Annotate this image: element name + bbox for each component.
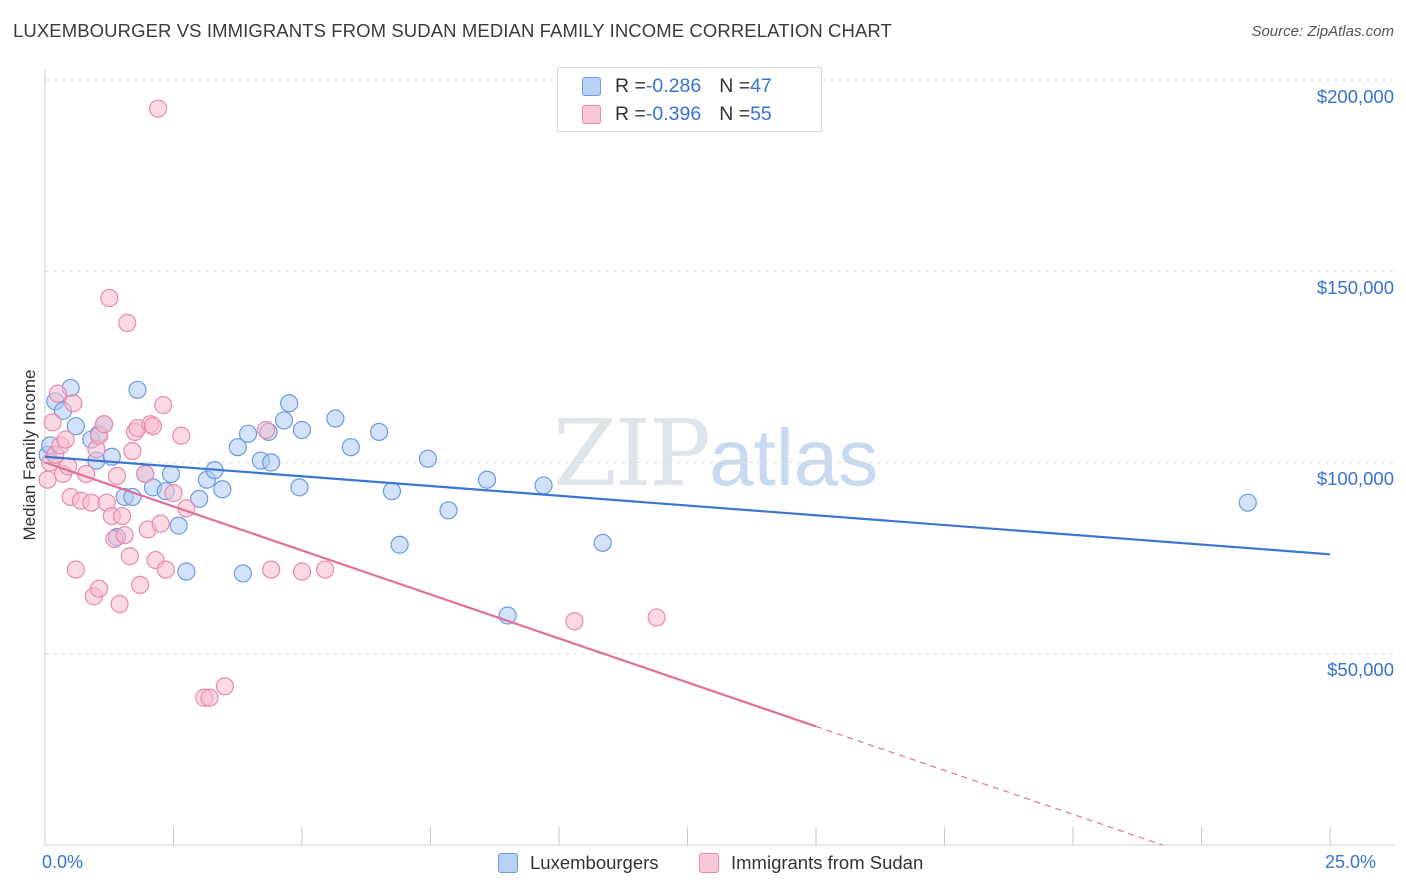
sudan-point	[215, 677, 234, 696]
y-tick-label-200000: $200,000	[1316, 86, 1394, 107]
sudan-point	[82, 493, 101, 512]
legend-swatch-pink	[582, 104, 601, 124]
luxembourger-point	[534, 476, 553, 495]
luxembourger-point	[390, 535, 409, 554]
source-credit: Source: ZipAtlas.com	[1251, 23, 1394, 40]
sudan-point	[172, 426, 191, 445]
sudan-point	[89, 579, 109, 598]
y-tick-label-50000: $50,000	[1327, 659, 1394, 680]
bottom-legend-swatch-pink	[699, 853, 719, 873]
bottom-legend-label: Immigrants from Sudan	[731, 852, 924, 873]
luxembourger-point	[228, 438, 247, 457]
sudan-point	[110, 594, 129, 614]
y-axis-label: Median Family Income	[20, 369, 39, 541]
legend-row-luxembourgers: R = -0.286 N = 47	[582, 73, 772, 99]
bottom-legend-luxembourgers: Luxembourgers	[498, 852, 659, 874]
sudan-point	[66, 560, 85, 579]
luxembourger-point	[290, 478, 309, 497]
correlation-legend: R = -0.286 N = 47 R = -0.396 N = 55	[557, 67, 822, 132]
luxembourger-point	[169, 516, 188, 535]
sudan-point	[256, 420, 276, 440]
luxembourger-point	[233, 564, 252, 583]
chart-title: LUXEMBOURGER VS IMMIGRANTS FROM SUDAN ME…	[13, 20, 892, 41]
sudan-point	[565, 612, 584, 631]
sudan-point	[143, 417, 163, 436]
sudan-point	[316, 560, 335, 579]
legend-r-label: R =	[615, 102, 646, 125]
legend-swatch-blue	[582, 76, 601, 96]
legend-n-label: N =	[719, 102, 751, 125]
x-axis-max-label: 25.0%	[1325, 852, 1377, 872]
sudan-point	[262, 560, 281, 579]
sudan-point	[112, 506, 132, 526]
luxembourger-point	[341, 438, 360, 457]
sudan-point	[43, 413, 62, 432]
legend-row-sudan: R = -0.396 N = 55	[582, 101, 772, 127]
y-tick-label-150000: $150,000	[1316, 277, 1394, 298]
luxembourger-point	[161, 464, 181, 484]
x-axis-min-label: 0.0%	[42, 852, 84, 872]
luxembourger-point	[123, 487, 142, 507]
luxembourger-point	[382, 482, 402, 501]
legend-r-label: R =	[615, 74, 646, 97]
legend-r-value: -0.286	[645, 74, 702, 97]
sudan-point	[107, 466, 127, 485]
sudan-point	[115, 526, 134, 545]
bottom-legend-swatch-blue	[498, 853, 518, 873]
luxembourger-point	[418, 449, 438, 468]
sudan-point	[647, 608, 666, 627]
sudan-point	[136, 464, 155, 484]
luxembourger-point	[274, 411, 294, 430]
sudan-point	[120, 547, 139, 566]
legend-n-value: 55	[750, 102, 772, 125]
legend-n-label: N =	[719, 74, 751, 97]
luxembourger-point	[177, 562, 196, 581]
sudan-point	[156, 560, 175, 579]
luxembourger-point	[262, 453, 281, 472]
y-tick-label-100000: $100,000	[1316, 468, 1394, 489]
luxembourger-point	[213, 480, 232, 499]
sudan-point	[151, 514, 170, 533]
sudan-trend-extension	[815, 725, 1163, 846]
bottom-legend-sudan: Immigrants from Sudan	[699, 852, 923, 874]
luxembourger-point	[477, 470, 497, 489]
sudan-point	[95, 415, 114, 434]
legend-n-value: 47	[750, 74, 772, 97]
luxembourger-point	[66, 417, 85, 436]
sudan-point	[48, 384, 67, 403]
sudan-point	[292, 562, 312, 581]
luxembourger-point	[370, 422, 389, 441]
sudan-point	[164, 484, 183, 503]
luxembourger-point	[326, 409, 345, 428]
luxembourger-point	[593, 533, 612, 552]
sudan-point	[130, 575, 150, 595]
sudan-trend-line	[44, 461, 817, 728]
sudan-point	[38, 470, 57, 489]
luxembourger-point	[280, 394, 299, 413]
watermark: ZIPatlas	[553, 400, 878, 507]
sudan-point	[100, 288, 119, 308]
luxembourger-trend-line	[44, 455, 1331, 556]
sudan-point	[56, 430, 75, 449]
luxembourger-point	[238, 424, 258, 443]
luxembourger-point	[292, 420, 312, 440]
bottom-legend-label: Luxembourgers	[530, 852, 659, 873]
watermark-atlas: atlas	[709, 413, 879, 502]
sudan-point	[118, 313, 137, 332]
sudan-point	[64, 394, 83, 413]
luxembourger-point	[439, 501, 458, 520]
sudan-point	[148, 99, 168, 118]
sudan-point	[123, 441, 142, 461]
legend-r-value: -0.396	[645, 102, 702, 125]
watermark-zip: ZIP	[553, 400, 711, 507]
luxembourger-point	[190, 489, 209, 508]
luxembourger-point	[128, 380, 147, 399]
sudan-point	[200, 688, 219, 707]
sudan-point	[154, 396, 173, 415]
luxembourger-point	[1238, 493, 1257, 512]
